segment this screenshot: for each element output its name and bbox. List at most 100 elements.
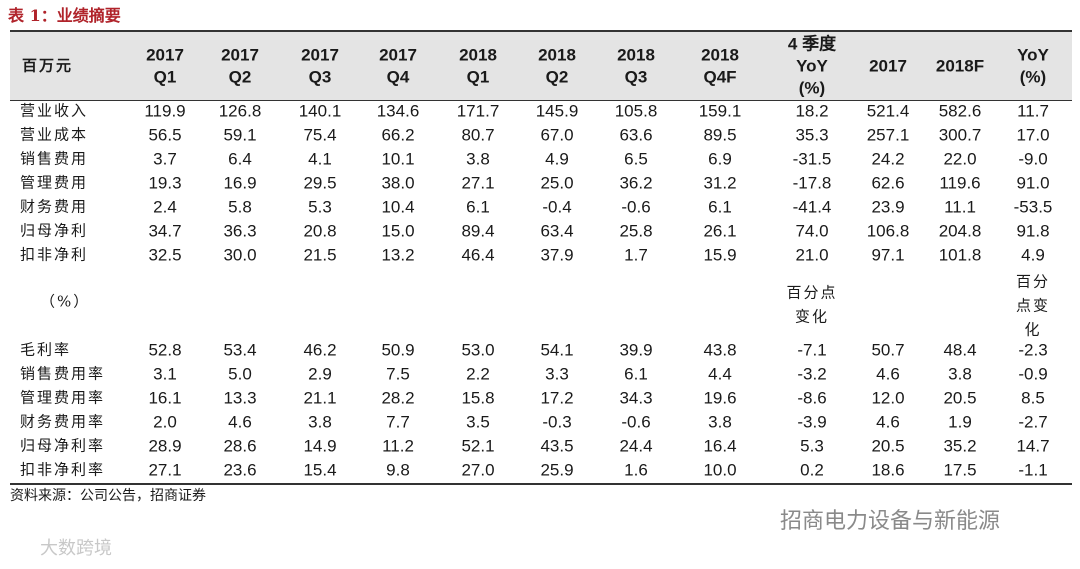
cell: 80.7: [461, 125, 495, 145]
cell: 3.8: [466, 149, 490, 169]
cell: 18.6: [871, 460, 905, 480]
cell: 3.7: [153, 149, 177, 169]
column-header: (%): [1019, 67, 1047, 87]
cell: 1.7: [624, 245, 648, 265]
cell: 43.8: [703, 340, 737, 360]
cell: 22.0: [943, 149, 977, 169]
cell: 16.4: [703, 436, 737, 456]
cell: 8.5: [1021, 388, 1045, 408]
row-label: 营业成本: [20, 125, 89, 144]
cell: 6.1: [624, 364, 648, 384]
cell: 17.2: [540, 388, 574, 408]
cell: 1.9: [948, 412, 972, 432]
cell: 14.9: [303, 436, 337, 456]
cell: 101.8: [938, 245, 982, 265]
cell: 126.8: [218, 101, 262, 121]
watermark: 招商电力设备与新能源: [780, 509, 1001, 534]
cell: 11.7: [1017, 101, 1049, 121]
cell: 119.9: [144, 101, 186, 121]
cell: 6.5: [624, 149, 648, 169]
cell: 3.8: [708, 412, 732, 432]
cell: 119.6: [939, 173, 981, 193]
column-header: 2017: [301, 45, 339, 65]
top-rule: [10, 30, 1072, 32]
cell: 2.4: [153, 197, 177, 217]
cell: 54.1: [540, 340, 574, 360]
cell: 6.4: [228, 149, 252, 169]
column-header: 2018: [538, 45, 576, 65]
cell: 53.0: [461, 340, 495, 360]
cell: 31.2: [703, 173, 737, 193]
column-header: 百万元: [22, 56, 74, 75]
cell: 56.5: [148, 125, 182, 145]
cell: 52.1: [461, 436, 495, 456]
column-header: 2018: [701, 45, 739, 65]
cell: 9.8: [386, 460, 410, 480]
cell: 67.0: [540, 125, 574, 145]
cell: 66.2: [381, 125, 415, 145]
cell: -53.5: [1013, 197, 1053, 217]
cell: 29.5: [303, 173, 337, 193]
column-header: 2018: [617, 45, 655, 65]
cell: 5.3: [800, 436, 824, 456]
cell: 97.1: [871, 245, 905, 265]
cell: 23.6: [223, 460, 257, 480]
cell: 2.0: [153, 412, 177, 432]
cell: -3.9: [797, 412, 827, 432]
cell: 63.6: [619, 125, 653, 145]
cell: 4.6: [228, 412, 252, 432]
cell: 18.2: [795, 101, 829, 121]
column-header: Q3: [308, 67, 332, 87]
cell: 4.1: [308, 149, 332, 169]
cell: 21.0: [795, 245, 829, 265]
column-header: Q1: [466, 67, 490, 87]
cell: -0.4: [542, 197, 572, 217]
source-note: 资料来源：公司公告，招商证券: [10, 488, 206, 504]
cell: 2.2: [466, 364, 490, 384]
cell: 25.9: [540, 460, 574, 480]
cell: 27.0: [461, 460, 495, 480]
cell: 105.8: [614, 101, 658, 121]
cell: 7.5: [386, 364, 410, 384]
column-header: 2018F: [935, 56, 985, 76]
cell: 24.4: [619, 436, 653, 456]
cell: 134.6: [376, 101, 420, 121]
cell: 20.5: [943, 388, 977, 408]
cell: 521.4: [866, 101, 910, 121]
row-label: 归母净利率: [20, 436, 106, 455]
cell: 19.6: [703, 388, 737, 408]
cell: -2.3: [1018, 340, 1048, 360]
cell: 28.6: [223, 436, 257, 456]
cell: 3.8: [308, 412, 332, 432]
column-header: 2017: [221, 45, 259, 65]
section-note: 变化: [794, 307, 830, 326]
cell: 74.0: [795, 221, 829, 241]
row-label: 扣非净利率: [20, 460, 106, 479]
column-header: YoY: [1017, 45, 1049, 65]
row-label: 管理费用: [20, 173, 89, 192]
row-label: 归母净利: [20, 221, 89, 240]
section-note: 百分: [1015, 272, 1051, 291]
cell: 17.0: [1016, 125, 1050, 145]
cell: 3.1: [153, 364, 177, 384]
cell: 2.9: [308, 364, 332, 384]
cell: -3.2: [797, 364, 827, 384]
bottom-rule: [10, 483, 1072, 485]
cell: 7.7: [386, 412, 410, 432]
cell: 48.4: [943, 340, 977, 360]
cell: -7.1: [797, 340, 827, 360]
row-label: 财务费用: [20, 197, 89, 216]
column-header: 2017: [146, 45, 184, 65]
column-header: 2017: [379, 45, 417, 65]
table-title: 表 1：业绩摘要: [8, 6, 121, 25]
cell: 59.1: [223, 125, 257, 145]
row-label: 营业收入: [20, 101, 89, 120]
cell: 3.8: [948, 364, 972, 384]
cell: 3.5: [466, 412, 490, 432]
cell: 15.0: [381, 221, 415, 241]
cell: -1.1: [1018, 460, 1048, 480]
cell: -17.8: [792, 173, 832, 193]
cell: 52.8: [148, 340, 182, 360]
cell: 4.6: [876, 364, 900, 384]
cell: 4.9: [1021, 245, 1045, 265]
